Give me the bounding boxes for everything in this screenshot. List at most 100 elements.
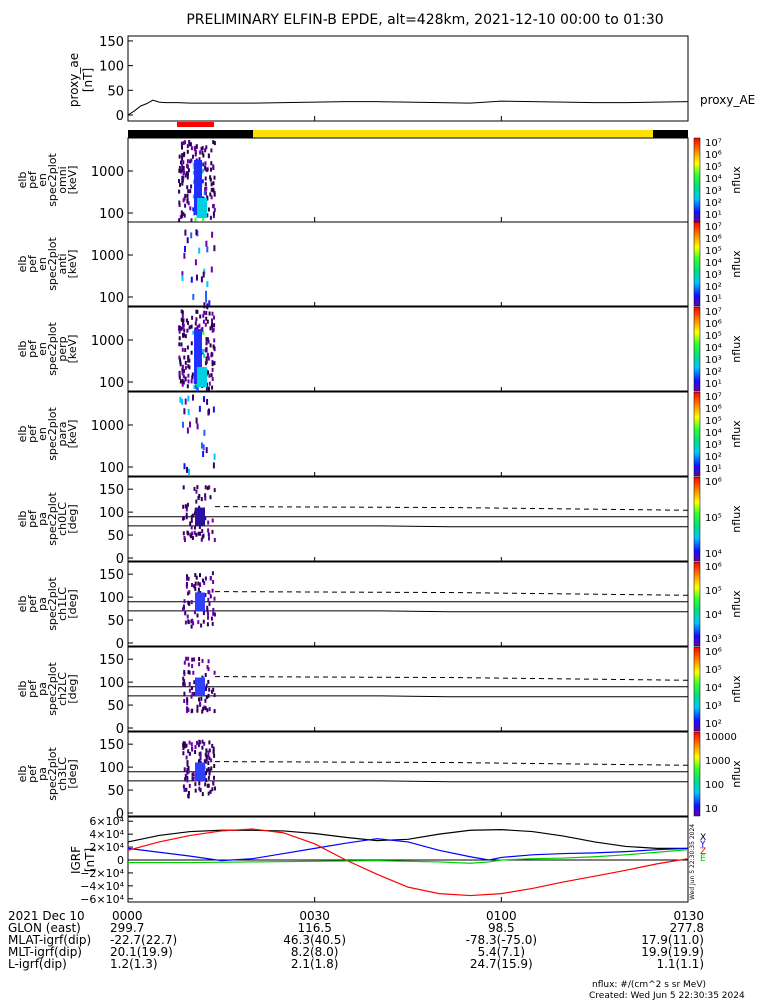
pa-pixel <box>190 742 193 747</box>
colorbar-tick-label: 10³ <box>705 186 722 197</box>
ephemeris-value: 17.9(11.0) <box>641 933 704 947</box>
ephemeris-time: 0130 <box>673 909 704 923</box>
spec-pixel <box>206 398 209 405</box>
pa-pixel <box>197 743 200 748</box>
pa-pixel <box>187 749 190 754</box>
spec-pixel <box>180 210 183 215</box>
pa-pixel <box>210 616 213 621</box>
pa-pixel <box>207 659 210 664</box>
spec-pixel <box>181 314 184 319</box>
igrf-line-z <box>127 828 689 897</box>
pa-pixel <box>204 706 207 711</box>
igrf-ytick-label: 0 <box>117 854 124 867</box>
spec-pixel <box>210 187 213 192</box>
panel-ylabel-line: elb <box>16 341 29 358</box>
spec-pixel <box>186 384 189 389</box>
spec-ytick-label: 100 <box>99 291 124 306</box>
panel-ylabel-line: en <box>36 427 49 441</box>
spec-pixel <box>207 207 210 212</box>
spec-pixel <box>180 309 183 314</box>
pa-pixel <box>204 496 207 501</box>
pa-pixel <box>212 580 215 584</box>
igrf-ytick-label: 4×10⁴ <box>89 828 124 841</box>
panel-ylabel-line: spec2plot <box>46 407 59 461</box>
colorbar-tick-label: 10⁷ <box>705 392 722 403</box>
ae-ytick-label: 50 <box>107 84 124 99</box>
pa-pixel <box>182 604 185 609</box>
pa-ytick-label: 100 <box>99 761 124 776</box>
spec-pixel <box>211 360 214 364</box>
spec-pixel <box>212 181 215 186</box>
colorbar-tick-label: 10⁴ <box>705 343 722 354</box>
ephemeris-time: 0000 <box>112 909 143 923</box>
pa-pixel <box>201 658 204 663</box>
spec-pixel <box>204 182 207 187</box>
spec-pixel <box>211 311 214 316</box>
spec-pixel <box>205 386 208 391</box>
pa-ytick-label: 0 <box>116 637 124 652</box>
spec-pixel <box>212 164 215 169</box>
colorbar <box>693 646 701 732</box>
spec-pixel <box>199 314 202 319</box>
pa-pixel <box>205 757 208 761</box>
panel-ylabel-line: en <box>36 173 49 187</box>
pa-pixel <box>198 657 201 661</box>
pa-pixel <box>207 791 210 796</box>
spec-pixel <box>182 333 184 337</box>
pa-pixel <box>205 748 208 753</box>
pa-pixel <box>188 670 191 675</box>
pa-pixel <box>183 670 186 674</box>
igrf-legend-y: Y <box>699 840 706 850</box>
pa-pixel <box>187 600 190 605</box>
spec-pixel <box>213 245 216 252</box>
spec-pixel <box>202 451 205 457</box>
spec-pixel <box>184 377 187 382</box>
colorbar-tick-label: 10² <box>705 452 722 463</box>
colorbar-label: nflux <box>730 250 743 278</box>
pa-ytick-label: 100 <box>99 591 124 606</box>
colorbar-label: nflux <box>730 505 743 533</box>
pa-pixel <box>206 608 209 613</box>
ephemeris-value: 277.8 <box>670 921 704 935</box>
spec-pixel <box>181 378 184 383</box>
spec-pixel <box>186 149 189 154</box>
pa-pixel <box>188 682 191 686</box>
pa-pixel <box>185 515 188 520</box>
ae-ytick-label: 0 <box>116 109 124 124</box>
spec-pixel <box>186 345 189 350</box>
spec-pixel <box>186 466 188 473</box>
plot-title: PRELIMINARY ELFIN-B EPDE, alt=428km, 202… <box>186 12 663 28</box>
panel-ylabel-line: spec2plot <box>46 322 59 376</box>
pa-pixel <box>190 686 193 691</box>
spec-pixel <box>211 322 214 327</box>
spec-pixel <box>206 352 209 357</box>
colorbar-tick-label: 10¹ <box>705 210 722 221</box>
pa-pixel <box>195 489 198 494</box>
science-state-bar <box>128 122 688 138</box>
pa-pixel <box>183 682 186 687</box>
spec-pixel <box>181 179 184 184</box>
spec-pixel <box>211 328 214 333</box>
colorbar-tick-label: 10⁴ <box>705 258 722 269</box>
pa-pixel <box>202 706 205 711</box>
colorbar <box>693 391 701 477</box>
colorbar-tick-label: 10⁵ <box>705 246 722 257</box>
colorbar-tick-label: 10⁶ <box>705 647 722 658</box>
pa-ytick-label: 100 <box>99 506 124 521</box>
spec-pixel <box>193 385 196 390</box>
spec-pixel <box>190 232 193 239</box>
panel-ylabel-line: anti <box>56 253 69 274</box>
spec-pixel <box>206 213 209 218</box>
pa-pixel <box>207 615 209 620</box>
spec-ytick-label: 100 <box>99 207 124 222</box>
colorbar-tick-label: 1000 <box>705 756 730 767</box>
spec-pixel <box>205 341 208 346</box>
pa-pixel <box>182 485 185 490</box>
spec-pixel <box>178 342 181 347</box>
colorbar-tick-label: 10⁶ <box>705 150 722 161</box>
spec-pixel <box>190 184 193 189</box>
pa-pixel <box>213 488 216 493</box>
pa-ytick-label: 150 <box>99 653 124 668</box>
pa-pixel <box>182 681 185 686</box>
